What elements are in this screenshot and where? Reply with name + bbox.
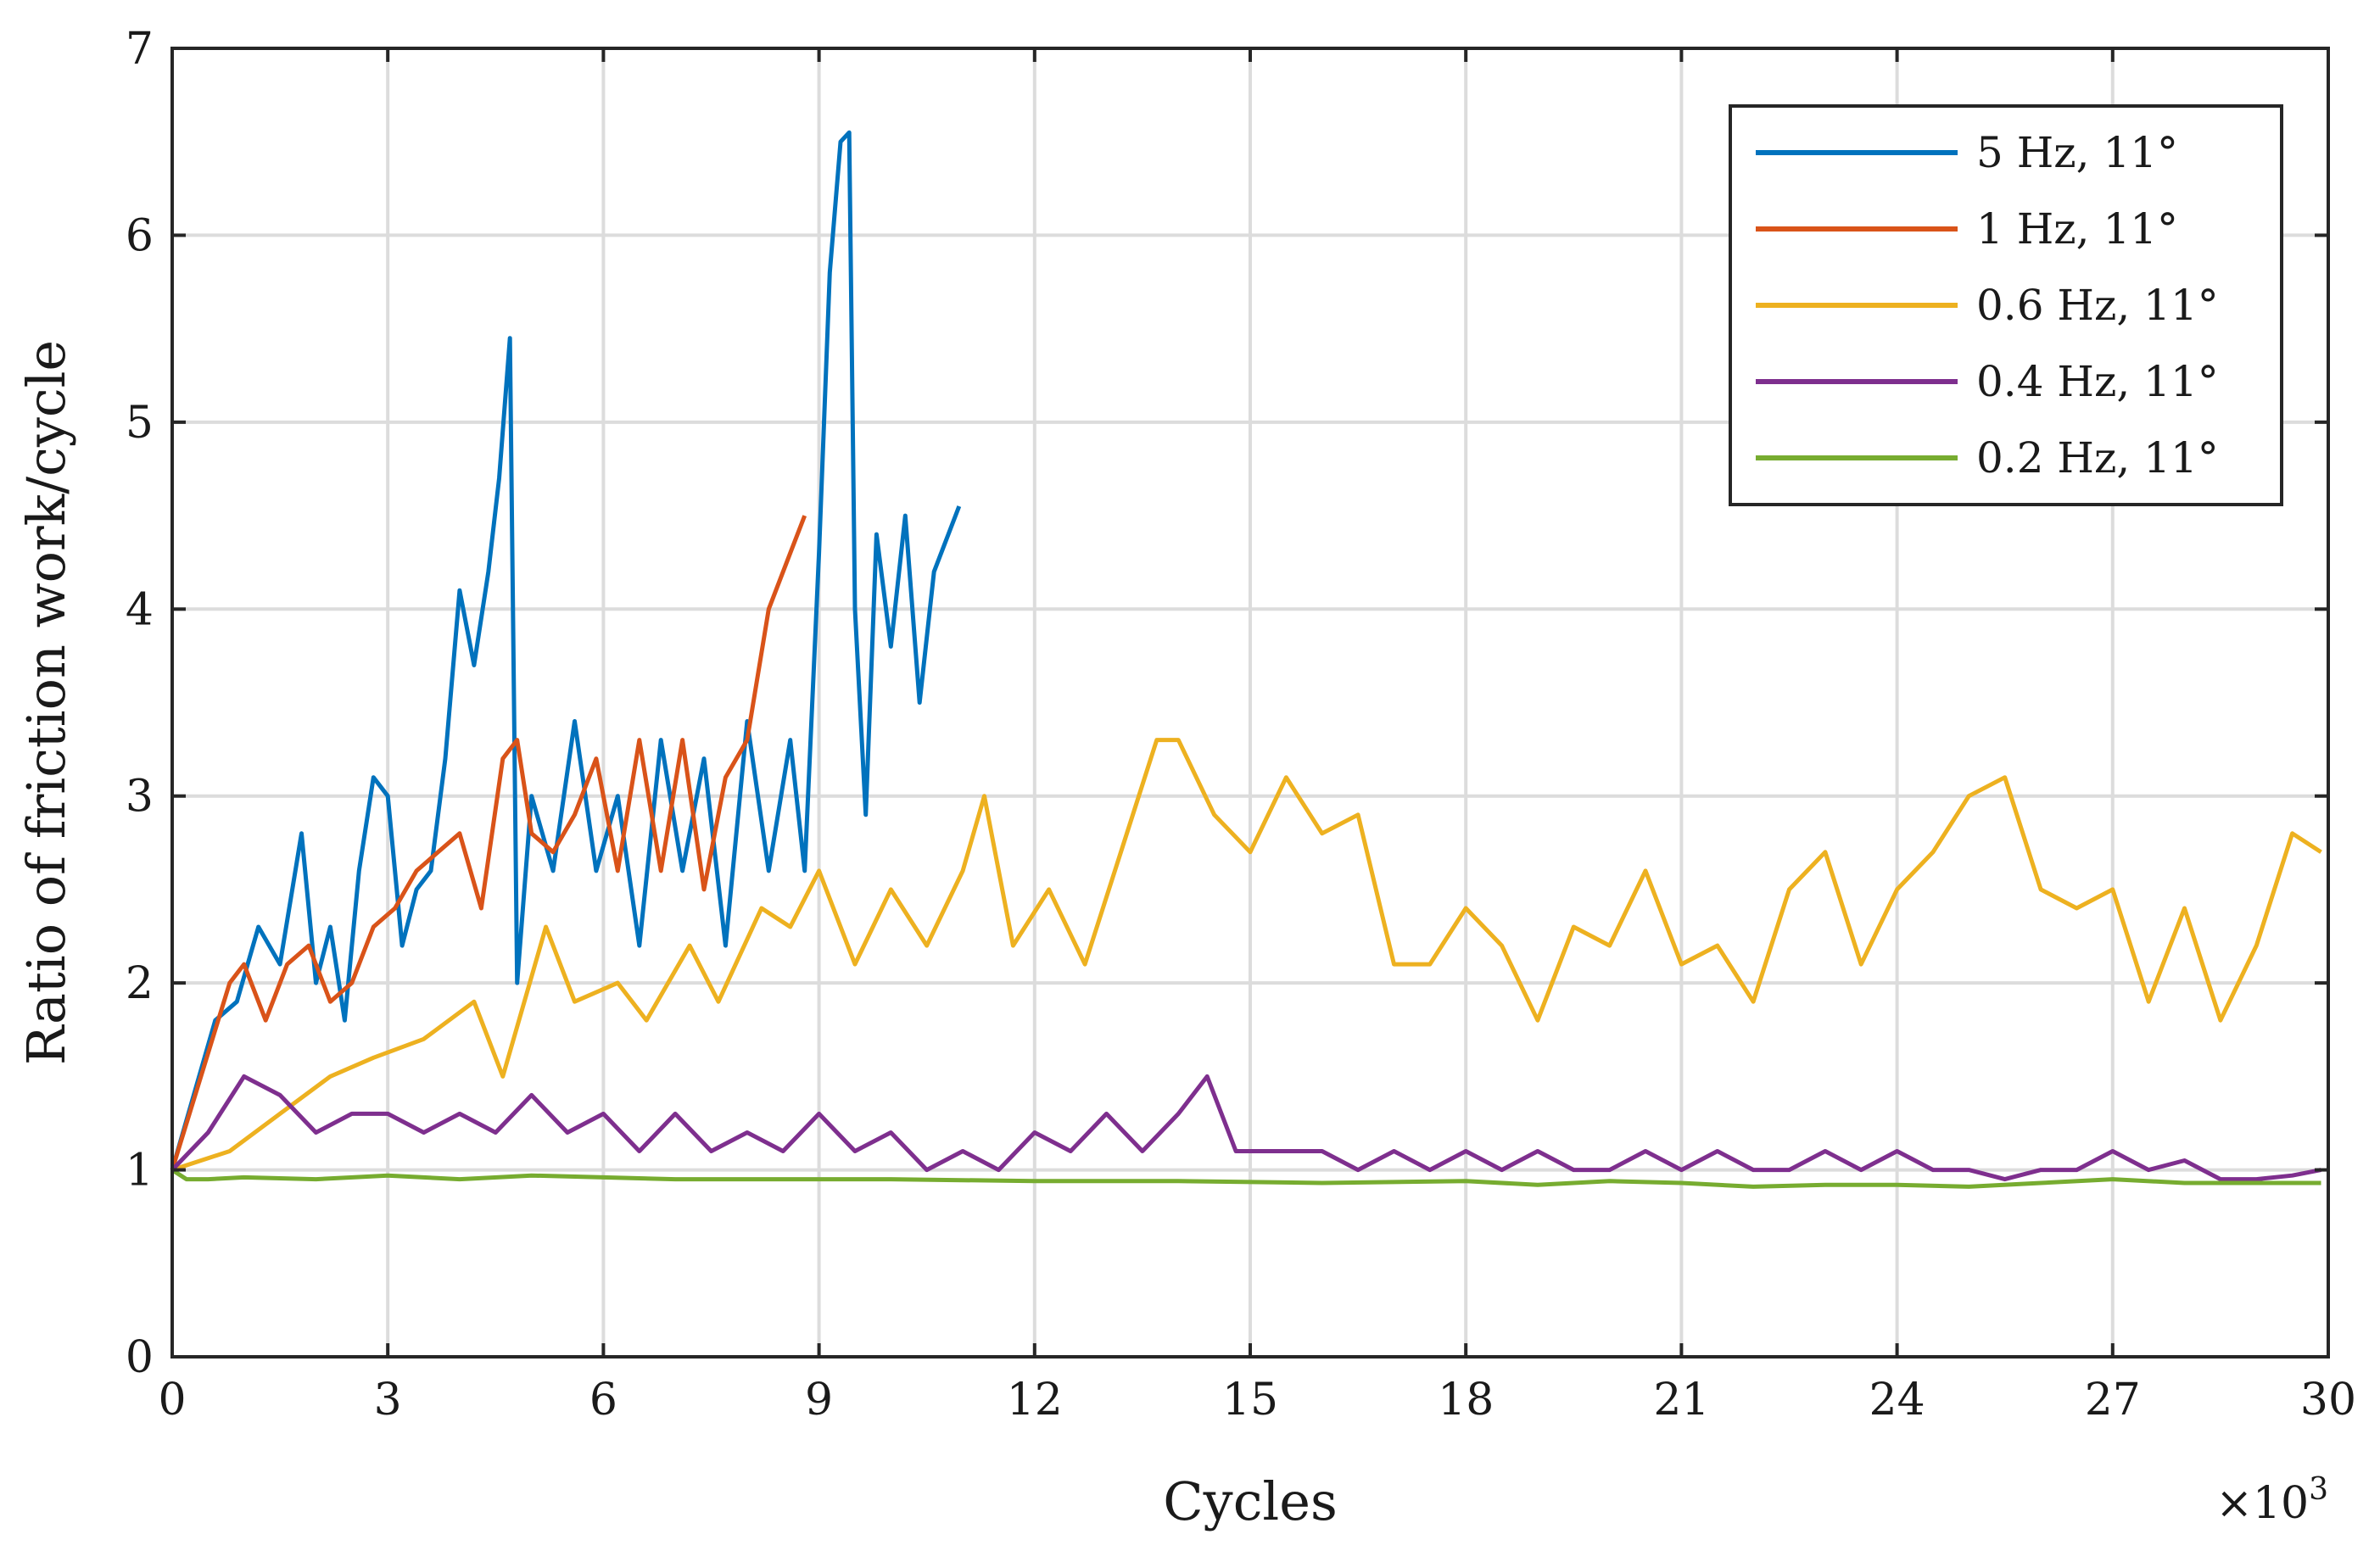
x-tick-label: 18: [1438, 1375, 1494, 1425]
series-line-1: [170, 515, 807, 1171]
x-axis-multiplier: ×103: [2215, 1472, 2328, 1529]
series-line-3: [170, 1074, 2321, 1182]
y-tick-label: 5: [126, 398, 154, 449]
y-tick-label: 2: [126, 958, 154, 1009]
series-line-2: [171, 738, 2322, 1172]
x-tick-label: 30: [2300, 1375, 2356, 1425]
series-lines: [170, 130, 2322, 1189]
series-line-4: [170, 1168, 2321, 1189]
x-tick-label: 15: [1222, 1375, 1278, 1425]
y-tick-label: 1: [126, 1146, 154, 1197]
y-tick-label: 6: [126, 210, 154, 261]
legend-label: 0.6 Hz, 11°: [1976, 281, 2219, 330]
x-axis-label: Cycles: [1163, 1470, 1338, 1532]
y-tick-label: 0: [126, 1332, 154, 1383]
legend-label: 5 Hz, 11°: [1976, 128, 2178, 177]
x-tick-label: 24: [1869, 1375, 1925, 1425]
legend-label: 1 Hz, 11°: [1976, 204, 2178, 254]
x-tick-label: 21: [1653, 1375, 1709, 1425]
x-tick-label: 0: [158, 1375, 186, 1425]
series-line-0: [170, 130, 962, 1171]
y-tick-label: 7: [126, 24, 154, 75]
x-tick-label: 9: [805, 1375, 833, 1425]
x-axis-multiplier-exponent: 3: [2309, 1472, 2328, 1507]
x-tick-label: 6: [589, 1375, 617, 1425]
y-tick-label: 4: [126, 584, 154, 635]
x-tick-label: 12: [1007, 1375, 1063, 1425]
x-axis-multiplier-base: ×10: [2215, 1478, 2309, 1529]
x-tick-label: 3: [374, 1375, 402, 1425]
legend: 5 Hz, 11° 1 Hz, 11° 0.6 Hz, 11° 0.4 Hz, 11°…: [1729, 104, 2283, 506]
legend-label: 0.4 Hz, 11°: [1976, 357, 2219, 406]
legend-label: 0.2 Hz, 11°: [1976, 433, 2219, 483]
x-tick-label: 27: [2085, 1375, 2141, 1425]
y-tick-label: 3: [126, 772, 154, 823]
y-axis-label: Ratio of friction work/cycle: [15, 340, 77, 1065]
